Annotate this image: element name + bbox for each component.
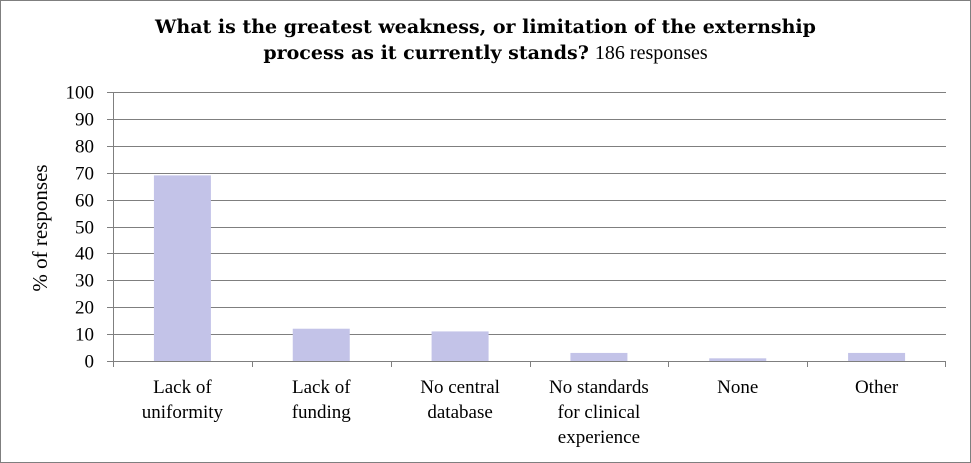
y-axis-label: % of responses	[28, 164, 52, 291]
y-tick-label: 10	[75, 325, 94, 346]
bar	[848, 352, 906, 361]
x-tick-label: No central	[420, 377, 500, 398]
x-tick-label: uniformity	[142, 402, 224, 423]
bar	[570, 352, 628, 361]
y-tick-label: 50	[75, 218, 94, 239]
y-tick-label: 30	[75, 271, 94, 292]
x-tick-label: Lack of	[292, 377, 351, 398]
x-tick-label: experience	[558, 427, 640, 448]
bar	[431, 331, 489, 361]
x-tick-label: Lack of	[153, 377, 212, 398]
bar	[292, 328, 350, 361]
y-tick-label: 40	[75, 244, 94, 265]
x-tick-label: None	[717, 377, 758, 398]
bar	[153, 175, 211, 361]
bar	[709, 358, 767, 361]
y-tick-labels: 0 10 20 30 40 50 60 70 80 90 100	[66, 83, 95, 373]
y-tick-label: 20	[75, 298, 94, 319]
x-tick-label: database	[427, 402, 492, 423]
y-tick-label: 70	[75, 164, 94, 185]
y-tick-label: 80	[75, 137, 94, 158]
gridlines	[107, 92, 946, 367]
x-tick-label: Other	[855, 377, 899, 398]
y-tick-label: 0	[85, 352, 95, 373]
y-tick-label: 60	[75, 191, 94, 212]
chart-title-line2: process as it currently stands?	[263, 42, 589, 64]
y-tick-label: 90	[75, 110, 94, 131]
x-tick-label: No standards	[549, 377, 649, 398]
chart-title-line1: What is the greatest weakness, or limita…	[155, 16, 816, 38]
y-tick-label: 100	[66, 83, 95, 104]
chart-subtitle: 186 responses	[594, 42, 708, 64]
x-tick-label: for clinical	[558, 402, 641, 423]
x-tick-label: funding	[292, 402, 352, 423]
bars	[153, 175, 906, 361]
chart-title: What is the greatest weakness, or limita…	[0, 14, 971, 66]
x-tick-labels: Lack of uniformity Lack of funding No centra…	[142, 377, 899, 448]
